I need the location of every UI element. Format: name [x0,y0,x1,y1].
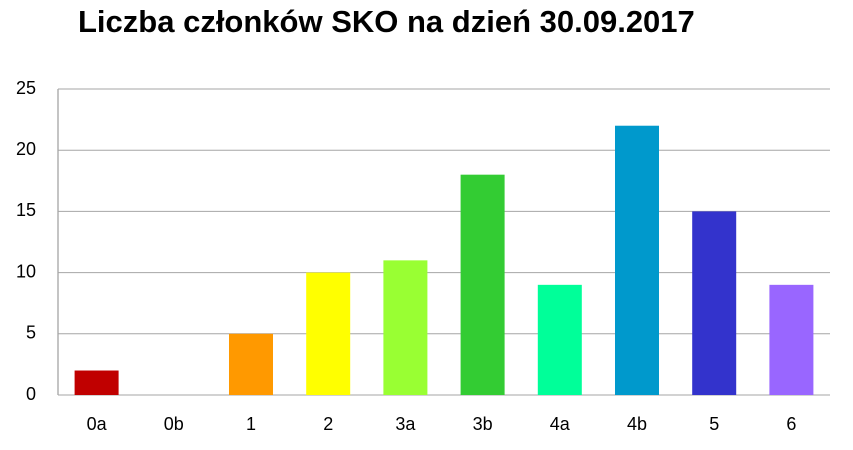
x-tick-label: 6 [786,414,796,434]
x-tick-label: 3b [473,414,493,434]
bar [306,272,351,395]
x-tick-label: 1 [246,414,256,434]
bar [692,211,737,395]
bar [460,174,505,395]
y-tick-label: 15 [16,200,36,220]
bar [383,260,428,395]
y-tick-label: 5 [26,323,36,343]
x-tick-label: 4b [627,414,647,434]
y-tick-label: 10 [16,261,36,281]
bar [537,284,582,395]
bar [769,284,814,395]
chart-title: Liczba członków SKO na dzień 30.09.2017 [78,4,695,39]
y-tick-label: 20 [16,139,36,159]
y-tick-label: 0 [26,384,36,404]
x-tick-label: 5 [709,414,719,434]
x-tick-label: 0a [87,414,108,434]
y-tick-label: 25 [16,78,36,98]
x-tick-label: 4a [550,414,571,434]
x-tick-label: 0b [164,414,184,434]
bar [74,370,119,395]
x-tick-label: 3a [395,414,416,434]
bar [228,333,274,395]
x-tick-label: 2 [323,414,333,434]
bar [614,125,660,395]
